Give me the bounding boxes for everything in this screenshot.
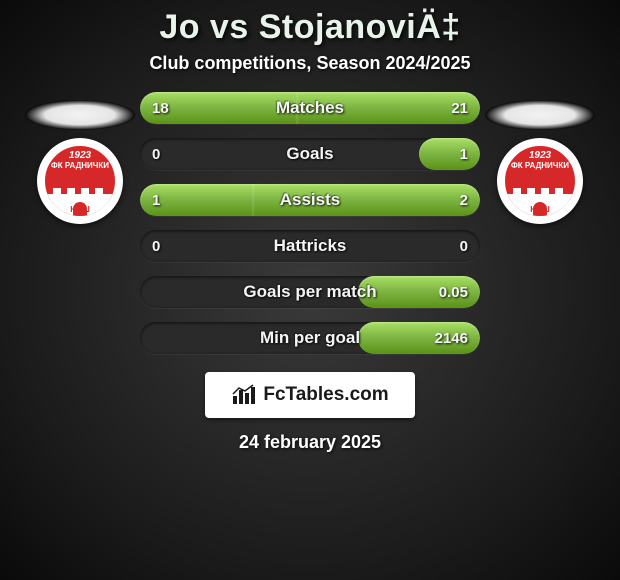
stat-value-right: 21 <box>451 100 468 117</box>
badge-castle-icon: НИШ <box>505 174 575 216</box>
stat-value-right: 2 <box>460 192 468 209</box>
club-badge-left: 1923 ФК РАДНИЧКИ НИШ <box>37 138 123 224</box>
stat-row: Hattricks0 0 <box>140 230 480 262</box>
stats-area: 1923 ФК РАДНИЧКИ НИШ Matches1821Goals01A… <box>0 92 620 354</box>
stat-value-right: 2146 <box>435 330 468 347</box>
stat-value-right: 0.05 <box>439 284 468 301</box>
stat-fill-right <box>419 138 480 170</box>
left-player-col: 1923 ФК РАДНИЧКИ НИШ <box>20 92 140 224</box>
stat-label: Hattricks <box>140 236 480 256</box>
stat-fill-right <box>253 184 480 216</box>
footer-date: 24 february 2025 <box>239 432 381 453</box>
stat-value-right: 1 <box>460 146 468 163</box>
badge-main-text: ФК РАДНИЧКИ <box>45 162 115 171</box>
stat-value-left: 0 <box>152 238 160 255</box>
page-title: Jo vs StojanoviÄ‡ <box>159 8 460 47</box>
chart-icon <box>231 384 257 406</box>
club-badge-right: 1923 ФК РАДНИЧКИ НИШ <box>497 138 583 224</box>
comparison-card: Jo vs StojanoviÄ‡ Club competitions, Sea… <box>0 0 620 453</box>
stat-value-right: 0 <box>460 238 468 255</box>
subtitle: Club competitions, Season 2024/2025 <box>149 53 470 74</box>
player-shadow <box>485 100 595 130</box>
brand-logo: FcTables.com <box>205 372 415 418</box>
brand-text: FcTables.com <box>263 384 388 406</box>
stat-bars: Matches1821Goals01Assists12Hattricks00Go… <box>140 92 480 354</box>
player-shadow <box>25 100 135 130</box>
stat-value-left: 1 <box>152 192 160 209</box>
stat-value-left: 0 <box>152 146 160 163</box>
badge-bottom-text: НИШ <box>45 205 115 214</box>
badge-castle-icon: НИШ <box>45 174 115 216</box>
stat-row: Matches1821 <box>140 92 480 124</box>
stat-row: Min per goal2146 <box>140 322 480 354</box>
stat-value-left: 18 <box>152 100 169 117</box>
badge-year: 1923 <box>45 150 115 161</box>
stat-row: Goals per match0.05 <box>140 276 480 308</box>
right-player-col: 1923 ФК РАДНИЧКИ НИШ <box>480 92 600 224</box>
stat-row: Assists12 <box>140 184 480 216</box>
badge-year: 1923 <box>505 150 575 161</box>
badge-main-text: ФК РАДНИЧКИ <box>505 162 575 171</box>
badge-bottom-text: НИШ <box>505 205 575 214</box>
stat-row: Goals01 <box>140 138 480 170</box>
badge-inner: 1923 ФК РАДНИЧКИ НИШ <box>43 144 117 218</box>
badge-inner: 1923 ФК РАДНИЧКИ НИШ <box>503 144 577 218</box>
